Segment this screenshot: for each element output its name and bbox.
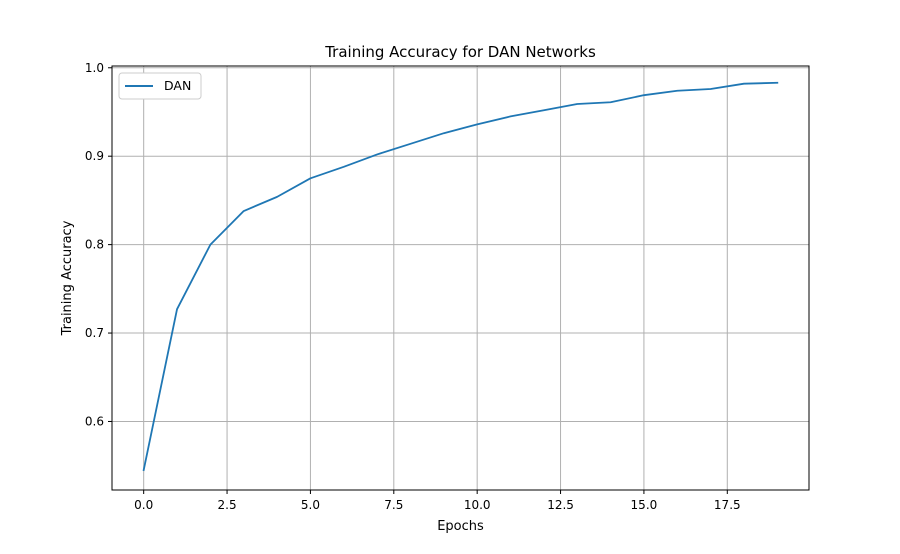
legend-label-dan: DAN	[164, 78, 191, 93]
y-tick-label: 0.9	[85, 149, 104, 163]
x-tick-label: 2.5	[218, 498, 237, 512]
y-tick-label: 0.7	[85, 326, 104, 340]
x-tick-label: 12.5	[547, 498, 574, 512]
x-tick-label: 7.5	[384, 498, 403, 512]
x-axis: 0.0 2.5 5.0 7.5 10.0 12.5 15.0 17.5	[134, 490, 741, 512]
y-tick-label: 0.8	[85, 238, 104, 252]
x-tick-label: 10.0	[464, 498, 491, 512]
y-axis-label: Training Accuracy	[60, 220, 75, 336]
y-tick-label: 1.0	[85, 61, 104, 75]
x-axis-label: Epochs	[437, 519, 484, 534]
x-tick-label: 0.0	[134, 498, 153, 512]
x-tick-label: 17.5	[714, 498, 741, 512]
legend: DAN	[118, 72, 202, 100]
x-tick-label: 15.0	[631, 498, 658, 512]
chart-title: Training Accuracy for DAN Networks	[324, 43, 596, 61]
legend-box	[118, 72, 202, 100]
x-tick-label: 5.0	[301, 498, 320, 512]
y-tick-label: 0.6	[85, 414, 104, 428]
y-axis: 0.6 0.7 0.8 0.9 1.0	[85, 61, 112, 428]
series-layer	[142, 81, 779, 472]
plot-frame	[111, 65, 810, 491]
grid	[112, 66, 809, 490]
series-line-dan	[142, 81, 779, 472]
